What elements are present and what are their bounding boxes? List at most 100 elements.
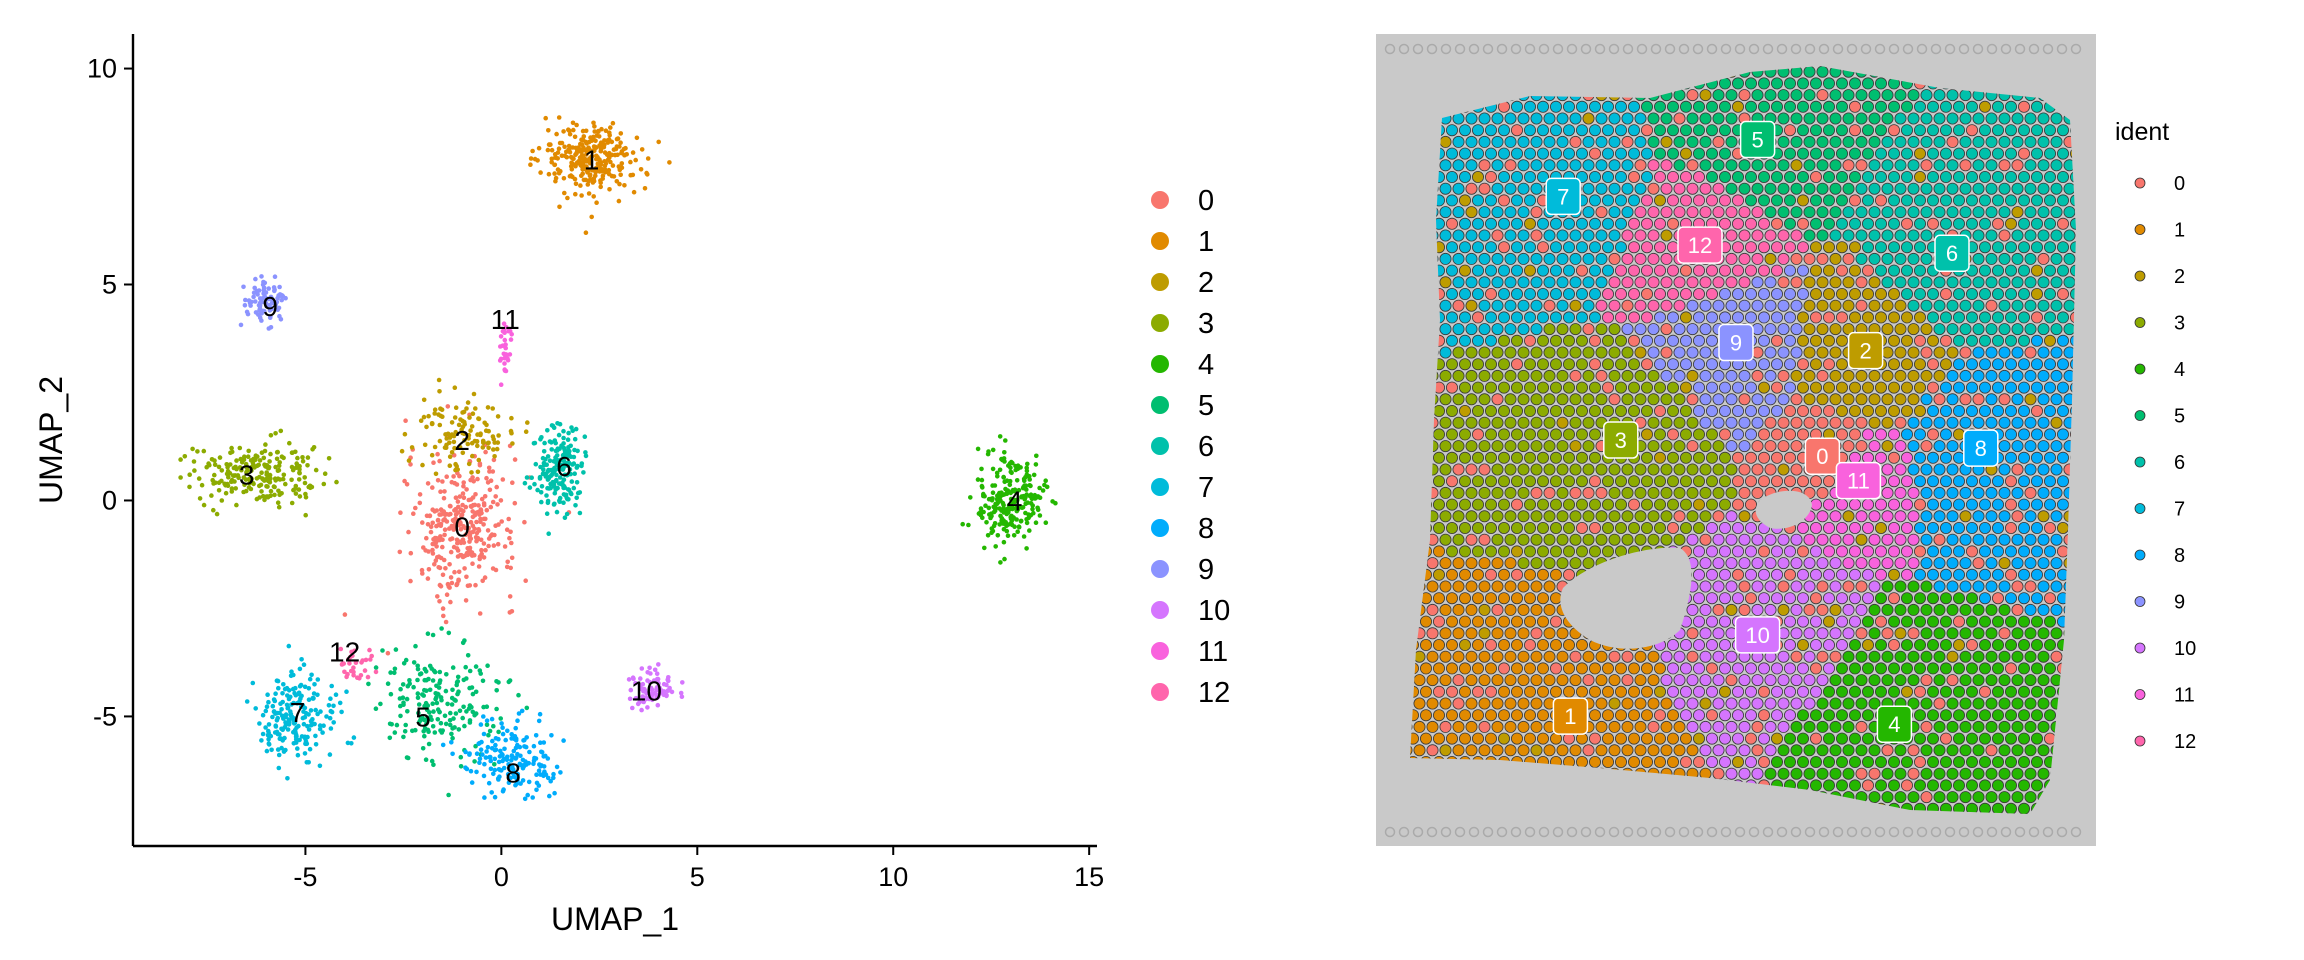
umap-point [420, 520, 425, 525]
spatial-spot [1614, 498, 1627, 511]
spatial-spot [1484, 194, 1497, 207]
umap-point [320, 730, 325, 735]
spatial-spot [1465, 229, 1478, 242]
umap-point [351, 735, 357, 740]
spatial-spot [1966, 404, 1979, 417]
spatial-spot [2050, 603, 2063, 616]
spatial-spot [1914, 451, 1927, 464]
umap-point [399, 448, 405, 454]
spatial-spot [1530, 557, 1543, 570]
fiducial-dot [1496, 826, 1508, 838]
umap-point [461, 495, 467, 501]
spatial-spot [1875, 568, 1888, 581]
umap-point [536, 718, 542, 724]
umap-point [450, 687, 455, 693]
umap-point [1037, 485, 1042, 491]
umap-point [492, 794, 498, 800]
fiducial-dot [1678, 826, 1690, 838]
spatial-spot [1692, 615, 1705, 628]
spatial-spot [1660, 369, 1673, 382]
umap-point [398, 686, 403, 692]
spatial-spot [2070, 217, 2076, 230]
umap-point [645, 172, 650, 177]
spatial-spot [1979, 381, 1992, 394]
spatial-spot [1517, 557, 1530, 570]
spatial-spot [1673, 440, 1686, 453]
spatial-spot [1705, 428, 1718, 441]
umap-point [509, 540, 514, 546]
spatial-spot [1660, 510, 1673, 523]
spatial-spot [1992, 592, 2005, 605]
spatial-spot [1484, 311, 1497, 324]
spatial-spot [1459, 124, 1472, 137]
umap-point [450, 665, 456, 670]
spatial-spot [1985, 346, 1998, 359]
spatial-spot [1497, 287, 1510, 300]
spatial-spot [1783, 381, 1796, 394]
spatial-spot [1803, 627, 1816, 640]
spatial-spot [1446, 311, 1459, 324]
x-tick-label: 5 [690, 862, 705, 892]
spatial-spot [1783, 334, 1796, 347]
spatial-spot [1575, 217, 1588, 230]
spatial-spot [1601, 404, 1614, 417]
fiducial-dot [1440, 43, 1452, 55]
umap-point [573, 426, 579, 432]
umap-point [305, 455, 311, 460]
umap-point [520, 765, 526, 771]
umap-point [628, 687, 634, 693]
umap-point [538, 740, 543, 745]
spatial-spot [1848, 194, 1861, 207]
umap-point [430, 520, 436, 526]
spatial-spot [2044, 592, 2057, 605]
spatial-spot [2005, 100, 2018, 113]
spatial-spot [1875, 77, 1888, 90]
spatial-spot [1953, 404, 1966, 417]
umap-point [402, 431, 408, 437]
umap-point [342, 612, 348, 617]
spatial-spot [1953, 124, 1966, 137]
umap-point [490, 434, 496, 439]
spatial-spot [1725, 89, 1738, 102]
spatial-spot [1946, 135, 1959, 148]
spatial-spot [1888, 381, 1901, 394]
spatial-spot [1985, 369, 1998, 382]
umap-point [509, 609, 515, 614]
umap-point [667, 160, 672, 165]
spatial-spot [1634, 252, 1647, 265]
umap-point [581, 145, 586, 150]
spatial-spot [1764, 182, 1777, 195]
spatial-spot [1894, 533, 1907, 546]
spatial-spot [1712, 533, 1725, 546]
spatial-spot [1959, 135, 1972, 148]
umap-point [527, 485, 533, 490]
umap-point [467, 668, 473, 674]
umap-point [492, 756, 498, 762]
spatial-spot [1601, 124, 1614, 137]
spatial-spot [1446, 404, 1459, 417]
umap-point [435, 717, 441, 722]
umap-point [411, 684, 416, 690]
umap-point [476, 457, 482, 463]
umap-point [508, 337, 514, 342]
spatial-spot [1472, 147, 1485, 160]
umap-point [484, 722, 490, 727]
spatial-spot [1731, 100, 1744, 113]
spatial-spot [2037, 627, 2050, 640]
umap-point [607, 150, 612, 156]
spatial-spot [1543, 159, 1556, 172]
spatial-spot [1855, 557, 1868, 570]
spatial-spot [1907, 323, 1920, 336]
umap-legend-item: 5 [1151, 390, 1214, 422]
spatial-spot [1647, 299, 1660, 312]
umap-point [997, 434, 1003, 439]
spatial-spot [1803, 66, 1816, 78]
spatial-spot [1491, 323, 1504, 336]
umap-point [442, 532, 447, 538]
spatial-spot [2057, 428, 2070, 441]
umap-point [436, 377, 442, 383]
spatial-spot [1829, 323, 1842, 336]
y-tick-label: 5 [102, 270, 117, 300]
umap-point [448, 722, 453, 728]
